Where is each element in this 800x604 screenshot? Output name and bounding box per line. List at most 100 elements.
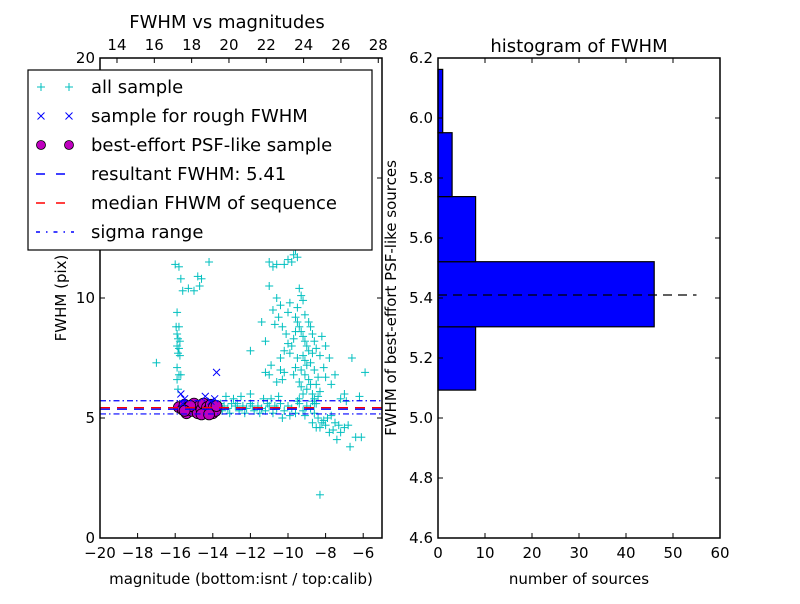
legend-x-marker — [65, 112, 73, 120]
all-sample-point — [299, 390, 308, 398]
all-sample-point — [321, 373, 330, 382]
all-sample-point — [152, 358, 161, 367]
all-sample-point — [176, 274, 185, 283]
histogram-plot: histogram of FWHM 0 10 20 30 40 50 60 4.6 4.8 5.… — [382, 36, 730, 588]
y-tick-label: 5.8 — [409, 169, 433, 187]
all-sample-point — [304, 375, 313, 384]
all-sample-point — [327, 411, 336, 420]
all-sample-point — [278, 414, 287, 422]
y-tick-label: 4.6 — [409, 529, 433, 547]
x-tick-label: −12 — [235, 544, 267, 562]
all-sample-point — [287, 404, 296, 413]
all-sample-point — [225, 409, 234, 418]
x-marker-b — [201, 392, 210, 401]
all-sample-point — [308, 418, 317, 427]
all-sample-point — [259, 394, 268, 403]
all-sample-point — [178, 286, 187, 295]
all-sample-point — [276, 354, 285, 362]
all-sample-point — [310, 366, 319, 374]
y-tick-label: 5.0 — [409, 409, 433, 427]
all-sample-point — [355, 392, 364, 401]
all-sample-point — [299, 296, 308, 305]
all-sample-point — [297, 291, 306, 300]
legend-entry: best-effort PSF-like sample — [36, 135, 332, 156]
all-sample-point — [287, 258, 296, 266]
all-sample-point — [267, 394, 276, 403]
all-sample-point — [321, 342, 330, 350]
all-sample-point — [315, 351, 324, 360]
all-sample-point — [284, 308, 292, 317]
histogram-x-ticks: 0 10 20 30 40 50 60 — [433, 58, 730, 562]
scatter-top-ticks: 14 16 18 20 22 24 26 28 — [107, 36, 388, 63]
all-sample-point — [272, 294, 281, 302]
top-tick-label: 20 — [219, 36, 238, 54]
all-sample-point — [184, 284, 193, 293]
all-sample-point — [274, 392, 283, 401]
all-sample-point — [325, 354, 334, 362]
histogram-bar — [437, 132, 453, 198]
all-sample-point — [285, 298, 294, 307]
legend-entry: sample for rough FWHM — [37, 106, 308, 127]
all-sample-point — [300, 411, 309, 420]
legend-label: all sample — [91, 77, 183, 98]
all-sample-point — [312, 344, 321, 353]
all-sample-point — [306, 358, 315, 367]
x-tick-label: −6 — [352, 544, 374, 562]
all-sample-point — [280, 346, 289, 355]
all-sample-point — [299, 351, 308, 360]
all-sample-point — [289, 370, 298, 379]
top-tick-label: 16 — [145, 36, 164, 54]
all-sample-point — [280, 406, 289, 415]
all-sample-point — [312, 423, 321, 432]
legend-label: sample for rough FWHM — [91, 106, 308, 127]
all-sample-point — [357, 433, 366, 442]
top-tick-label: 18 — [182, 36, 201, 54]
all-sample-point — [174, 262, 183, 271]
legend-entry: all sample — [37, 77, 183, 98]
all-sample-point — [344, 421, 353, 430]
scatter-plot: FWHM vs magnitudes −20 −18 −16 −14 −12 −10 −8−… — [27, 12, 388, 588]
all-sample-point — [285, 349, 294, 358]
all-sample-point — [300, 310, 309, 319]
top-tick-label: 24 — [294, 36, 313, 54]
all-sample-point — [276, 301, 285, 310]
all-sample-point — [332, 435, 341, 444]
y-tick-label: 5.2 — [409, 349, 433, 367]
all-sample-point — [300, 356, 309, 365]
all-sample-point — [280, 260, 289, 269]
all-sample-point — [197, 274, 206, 283]
y-tick-label: 10 — [76, 289, 95, 307]
top-tick-label: 22 — [257, 36, 276, 54]
all-sample-point — [317, 332, 326, 341]
all-sample-point — [291, 313, 300, 322]
all-sample-point — [293, 253, 302, 262]
all-sample-point — [272, 260, 281, 269]
top-tick-label: 26 — [331, 36, 350, 54]
legend-x-marker — [37, 112, 45, 120]
all-sample-point — [205, 258, 214, 266]
all-sample-point — [319, 363, 328, 372]
histogram-x-label: number of sources — [509, 570, 649, 588]
all-sample-point — [291, 363, 300, 372]
legend-label: resultant FWHM: 5.41 — [91, 164, 286, 185]
all-sample-point — [334, 421, 343, 430]
legend-label: sigma range — [91, 222, 203, 243]
x-tick-label: −16 — [159, 544, 191, 562]
all-sample-point — [347, 354, 356, 362]
histogram-y-ticks: 4.6 4.8 5.0 5.2 5.4 5.6 5.8 6.0 6.2 — [409, 49, 720, 547]
all-sample-point — [297, 382, 306, 391]
y-tick-label: 5.6 — [409, 229, 433, 247]
histogram-bar — [437, 326, 477, 391]
all-sample-point — [284, 339, 292, 348]
all-sample-point — [265, 282, 274, 290]
all-sample-point — [173, 375, 182, 384]
all-sample-point — [257, 318, 266, 326]
legend-label: best-effort PSF-like sample — [91, 135, 332, 156]
top-tick-label: 14 — [107, 36, 126, 54]
all-sample-point — [302, 385, 311, 394]
x-tick-label: 60 — [710, 544, 729, 562]
all-sample-point — [325, 428, 334, 437]
all-sample-point — [314, 414, 323, 422]
all-sample-point — [314, 392, 323, 401]
all-sample-point — [314, 373, 323, 382]
